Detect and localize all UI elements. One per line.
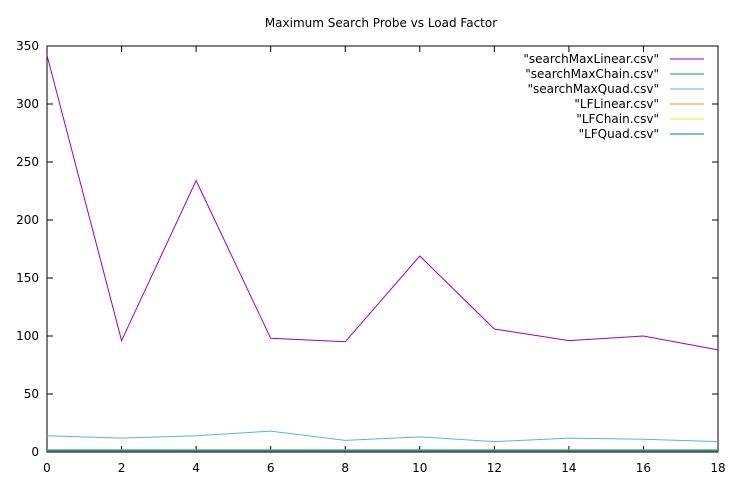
x-tick-label: 6	[267, 461, 275, 475]
x-tick-label: 16	[636, 461, 651, 475]
series-line	[46, 55, 719, 351]
axis-ticks: 0 2 4 6 8 10 12 14 16 18 0 50 100 150 200 250 300 350	[16, 39, 726, 475]
y-tick-label: 0	[31, 445, 39, 459]
x-tick-label: 8	[341, 461, 349, 475]
y-tick-label: 50	[24, 387, 39, 401]
y-tick-label: 150	[16, 271, 39, 285]
x-tick-label: 18	[710, 461, 725, 475]
x-tick-label: 4	[192, 461, 200, 475]
x-tick-label: 0	[43, 461, 51, 475]
plot-frame	[46, 45, 719, 453]
legend-label: "LFLinear.csv"	[574, 97, 659, 111]
y-tick-label: 300	[16, 97, 39, 111]
x-tick-label: 14	[561, 461, 576, 475]
legend-label: "LFChain.csv"	[576, 112, 659, 126]
x-tick-label: 2	[118, 461, 126, 475]
chart-title: Maximum Search Probe vs Load Factor	[265, 16, 497, 30]
legend-label: "searchMaxLinear.csv"	[523, 52, 659, 66]
series-lines	[46, 55, 719, 452]
legend-label: "searchMaxChain.csv"	[525, 67, 659, 81]
legend-label: "searchMaxQuad.csv"	[528, 82, 660, 96]
legend-label: "LFQuad.csv"	[579, 127, 659, 141]
y-tick-label: 100	[16, 329, 39, 343]
x-tick-label: 10	[412, 461, 427, 475]
x-tick-label: 12	[487, 461, 502, 475]
y-tick-label: 250	[16, 155, 39, 169]
series-line	[46, 430, 719, 443]
y-tick-label: 350	[16, 39, 39, 53]
legend: "searchMaxLinear.csv""searchMaxChain.csv…	[523, 52, 704, 141]
y-tick-label: 200	[16, 213, 39, 227]
